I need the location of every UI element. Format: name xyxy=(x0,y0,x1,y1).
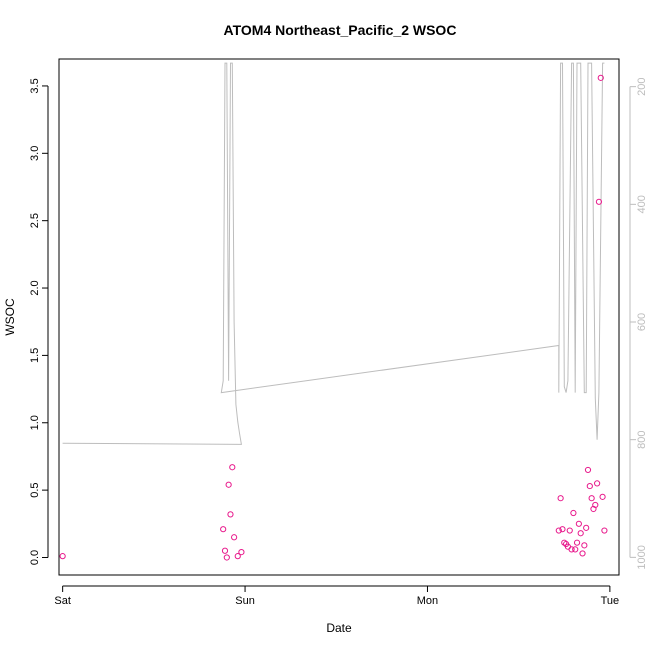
wsoc-point xyxy=(572,546,579,553)
wsoc-point xyxy=(586,482,593,490)
wsoc-point xyxy=(573,539,581,546)
x-tick-label: Sun xyxy=(235,595,255,607)
left-y-tick-label: 0.5 xyxy=(29,482,41,497)
y-axis-label: WSOC xyxy=(3,298,17,336)
wsoc-point xyxy=(59,553,66,560)
x-tick-label: Mon xyxy=(417,595,438,607)
wsoc-point xyxy=(238,548,245,556)
wsoc-point xyxy=(229,464,236,471)
x-tick-label: Tue xyxy=(601,595,620,607)
wsoc-point xyxy=(588,495,595,502)
plot-frame xyxy=(58,58,620,576)
pressure-line-series xyxy=(62,62,605,445)
wsoc-point xyxy=(577,530,584,537)
right-y-axis: 200 400 600 800 1000 xyxy=(629,77,648,570)
wsoc-point xyxy=(557,495,564,502)
wsoc-point xyxy=(231,534,238,541)
left-y-tick-label: 3.0 xyxy=(29,146,41,161)
left-y-tick-label: 2.5 xyxy=(29,213,41,228)
wsoc-point xyxy=(601,527,608,534)
wsoc-point xyxy=(597,74,604,81)
wsoc-point xyxy=(220,526,227,533)
wsoc-point xyxy=(566,527,573,534)
wsoc-point xyxy=(221,547,229,554)
left-y-tick-label: 3.5 xyxy=(29,78,41,93)
wsoc-point xyxy=(592,501,599,509)
x-axis: Sat Sun Mon Tue xyxy=(54,585,620,607)
left-y-tick-label: 1.5 xyxy=(29,348,41,363)
wsoc-point xyxy=(227,511,234,518)
wsoc-point xyxy=(555,527,562,534)
wsoc-point xyxy=(579,550,586,557)
wsoc-point xyxy=(568,546,575,553)
wsoc-point xyxy=(225,481,232,488)
wsoc-point xyxy=(599,493,606,500)
right-y-tick-label: 400 xyxy=(636,195,648,213)
wsoc-point xyxy=(234,553,241,560)
wsoc-point xyxy=(575,520,582,527)
chart-title: ATOM4 Northeast_Pacific_2 WSOC xyxy=(224,22,457,38)
left-y-axis: 0.0 0.5 1.0 1.5 2.0 2.5 3.0 3.5 xyxy=(29,78,49,565)
right-y-tick-label: 1000 xyxy=(636,545,648,569)
wsoc-point xyxy=(223,554,230,561)
left-y-tick-label: 2.0 xyxy=(29,280,41,295)
wsoc-point xyxy=(559,526,566,533)
wsoc-point xyxy=(594,480,601,487)
wsoc-point xyxy=(595,198,603,205)
wsoc-point-series xyxy=(59,74,608,561)
wsoc-point xyxy=(570,509,577,517)
right-y-tick-label: 800 xyxy=(636,430,648,448)
wsoc-point xyxy=(583,524,590,531)
pressure-line xyxy=(62,62,605,445)
wsoc-point xyxy=(581,542,588,549)
wsoc-point xyxy=(584,466,592,474)
left-y-tick-label: 1.0 xyxy=(29,415,41,430)
right-y-tick-label: 600 xyxy=(636,313,648,331)
left-y-tick-label: 0.0 xyxy=(29,550,41,565)
x-tick-label: Sat xyxy=(54,595,71,607)
right-y-tick-label: 200 xyxy=(636,77,648,95)
x-axis-label: Date xyxy=(326,621,352,635)
